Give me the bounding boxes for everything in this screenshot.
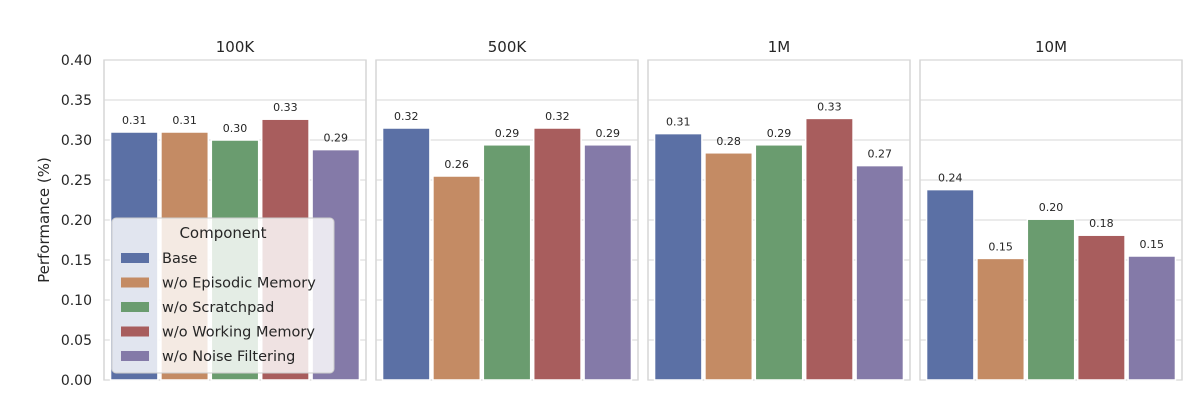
legend-entry: w/o Scratchpad bbox=[162, 300, 274, 316]
bar bbox=[754, 144, 804, 381]
legend-entry: w/o Working Memory bbox=[162, 325, 315, 341]
y-tick-label: 0.35 bbox=[61, 93, 92, 109]
value-label: 0.33 bbox=[273, 101, 298, 114]
bar bbox=[482, 144, 532, 381]
legend-title: Component bbox=[179, 224, 266, 242]
bar bbox=[381, 127, 431, 381]
legend-swatch bbox=[121, 302, 149, 312]
value-label: 0.29 bbox=[767, 127, 792, 140]
value-label: 0.15 bbox=[1140, 238, 1165, 251]
bar bbox=[1127, 255, 1177, 381]
panel-title: 10M bbox=[1035, 38, 1067, 56]
value-label: 0.26 bbox=[444, 158, 469, 171]
value-label: 0.33 bbox=[817, 100, 842, 113]
value-label: 0.20 bbox=[1039, 201, 1064, 214]
legend-entry: Base bbox=[162, 251, 197, 267]
legend-swatch bbox=[121, 326, 149, 337]
legend-swatch bbox=[121, 351, 149, 361]
value-label: 0.29 bbox=[495, 127, 520, 140]
legend: Component Base w/o Episodic Memory w/o Scra… bbox=[111, 217, 335, 374]
bar bbox=[1076, 234, 1126, 381]
bar bbox=[855, 164, 905, 381]
panel-10M: 10M 0.24 0.15 0.20 0.18 0.15 bbox=[919, 38, 1183, 381]
legend-swatch bbox=[121, 277, 149, 288]
value-label: 0.27 bbox=[868, 148, 893, 161]
value-label: 0.30 bbox=[223, 122, 248, 135]
value-label: 0.31 bbox=[666, 116, 691, 129]
value-label: 0.29 bbox=[596, 127, 621, 140]
panel-title: 100K bbox=[216, 38, 256, 56]
y-tick-label: 0.25 bbox=[61, 173, 92, 189]
bar bbox=[804, 117, 854, 381]
bar bbox=[925, 188, 975, 381]
y-tick-label: 0.20 bbox=[61, 213, 92, 229]
value-label: 0.15 bbox=[988, 240, 1013, 253]
panel-title: 1M bbox=[768, 38, 791, 56]
panel-500K: 500K 0.32 0.26 0.29 0.32 0.29 bbox=[375, 38, 639, 381]
bar bbox=[1026, 218, 1076, 381]
panel-title: 500K bbox=[488, 38, 528, 56]
legend-box bbox=[111, 217, 335, 374]
value-label: 0.31 bbox=[172, 114, 197, 127]
bar bbox=[432, 175, 482, 381]
y-tick-label: 0.15 bbox=[61, 253, 92, 269]
bar bbox=[653, 132, 703, 381]
legend-swatch bbox=[121, 253, 149, 263]
bar bbox=[583, 144, 633, 381]
bar bbox=[532, 127, 582, 381]
bar bbox=[704, 152, 754, 381]
value-label: 0.32 bbox=[394, 110, 419, 123]
y-axis: 0.00 0.05 0.10 0.15 0.20 0.25 0.30 0.35 0.40 bbox=[61, 53, 92, 389]
value-label: 0.24 bbox=[938, 172, 963, 185]
value-label: 0.28 bbox=[716, 135, 741, 148]
y-tick-label: 0.10 bbox=[61, 293, 92, 309]
y-tick-label: 0.00 bbox=[61, 373, 92, 389]
value-label: 0.31 bbox=[122, 114, 147, 127]
y-tick-label: 0.40 bbox=[61, 53, 92, 69]
legend-entry: w/o Episodic Memory bbox=[162, 276, 316, 292]
value-label: 0.18 bbox=[1089, 217, 1114, 230]
bar bbox=[976, 257, 1026, 381]
legend-entry: w/o Noise Filtering bbox=[162, 349, 295, 365]
value-label: 0.29 bbox=[324, 132, 349, 145]
y-tick-label: 0.05 bbox=[61, 333, 92, 349]
value-label: 0.32 bbox=[545, 110, 570, 123]
y-axis-label: Performance (%) bbox=[35, 157, 53, 283]
y-tick-label: 0.30 bbox=[61, 133, 92, 149]
panel-1M: 1M 0.31 0.28 0.29 0.33 0.27 bbox=[647, 38, 911, 381]
